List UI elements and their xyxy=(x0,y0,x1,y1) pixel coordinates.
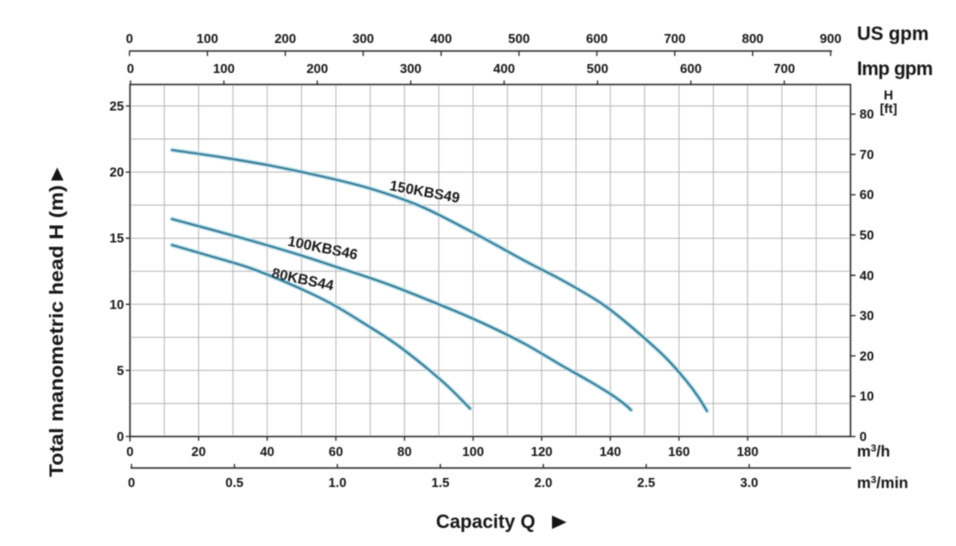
svg-text:400: 400 xyxy=(493,61,515,76)
svg-text:700: 700 xyxy=(773,61,795,76)
svg-text:m3/h: m3/h xyxy=(857,444,890,461)
svg-text:30: 30 xyxy=(860,308,874,323)
svg-text:120: 120 xyxy=(531,444,553,459)
svg-text:600: 600 xyxy=(586,31,608,46)
svg-text:15: 15 xyxy=(110,231,124,246)
svg-text:500: 500 xyxy=(587,61,609,76)
svg-text:100: 100 xyxy=(197,31,219,46)
svg-text:100: 100 xyxy=(462,444,484,459)
svg-text:25: 25 xyxy=(110,99,124,114)
svg-text:2.5: 2.5 xyxy=(637,475,655,490)
svg-text:800: 800 xyxy=(742,31,764,46)
svg-text:1.5: 1.5 xyxy=(431,475,449,490)
svg-text:700: 700 xyxy=(664,31,686,46)
svg-text:80: 80 xyxy=(397,444,411,459)
svg-text:Capacity Q: Capacity Q xyxy=(436,512,535,533)
svg-text:400: 400 xyxy=(430,31,452,46)
svg-text:Imp gpm: Imp gpm xyxy=(857,59,933,80)
svg-text:80: 80 xyxy=(860,107,874,122)
svg-text:20: 20 xyxy=(860,348,874,363)
svg-text:160: 160 xyxy=(668,444,690,459)
svg-text:70: 70 xyxy=(860,147,874,162)
svg-text:0: 0 xyxy=(126,444,133,459)
svg-text:140: 140 xyxy=(599,444,621,459)
svg-text:H: H xyxy=(884,88,893,103)
svg-text:40: 40 xyxy=(260,444,274,459)
svg-text:900: 900 xyxy=(820,31,842,46)
svg-text:3.0: 3.0 xyxy=(740,475,758,490)
svg-text:60: 60 xyxy=(860,187,874,202)
svg-text:0.5: 0.5 xyxy=(225,475,243,490)
svg-text:300: 300 xyxy=(400,61,422,76)
svg-text:180: 180 xyxy=(737,444,759,459)
svg-text:1.0: 1.0 xyxy=(328,475,346,490)
svg-text:0: 0 xyxy=(126,31,133,46)
svg-text:m3/min: m3/min xyxy=(857,475,908,492)
svg-text:Total manometric head H (m): Total manometric head H (m) xyxy=(47,185,68,477)
svg-text:0: 0 xyxy=(127,61,134,76)
svg-text:60: 60 xyxy=(329,444,343,459)
svg-text:300: 300 xyxy=(352,31,374,46)
svg-text:40: 40 xyxy=(860,268,874,283)
svg-text:5: 5 xyxy=(117,363,124,378)
svg-text:200: 200 xyxy=(274,31,296,46)
svg-text:0: 0 xyxy=(860,429,867,444)
svg-text:500: 500 xyxy=(508,31,530,46)
svg-text:2.0: 2.0 xyxy=(534,475,552,490)
svg-text:[ft]: [ft] xyxy=(880,101,897,116)
svg-text:100: 100 xyxy=(213,61,235,76)
svg-text:0: 0 xyxy=(128,475,135,490)
svg-text:10: 10 xyxy=(110,297,124,312)
svg-text:US gpm: US gpm xyxy=(857,24,929,45)
svg-text:20: 20 xyxy=(191,444,205,459)
svg-text:10: 10 xyxy=(860,389,874,404)
svg-text:0: 0 xyxy=(117,429,124,444)
svg-text:50: 50 xyxy=(860,228,874,243)
svg-text:200: 200 xyxy=(306,61,328,76)
svg-text:20: 20 xyxy=(110,165,124,180)
svg-text:600: 600 xyxy=(680,61,702,76)
